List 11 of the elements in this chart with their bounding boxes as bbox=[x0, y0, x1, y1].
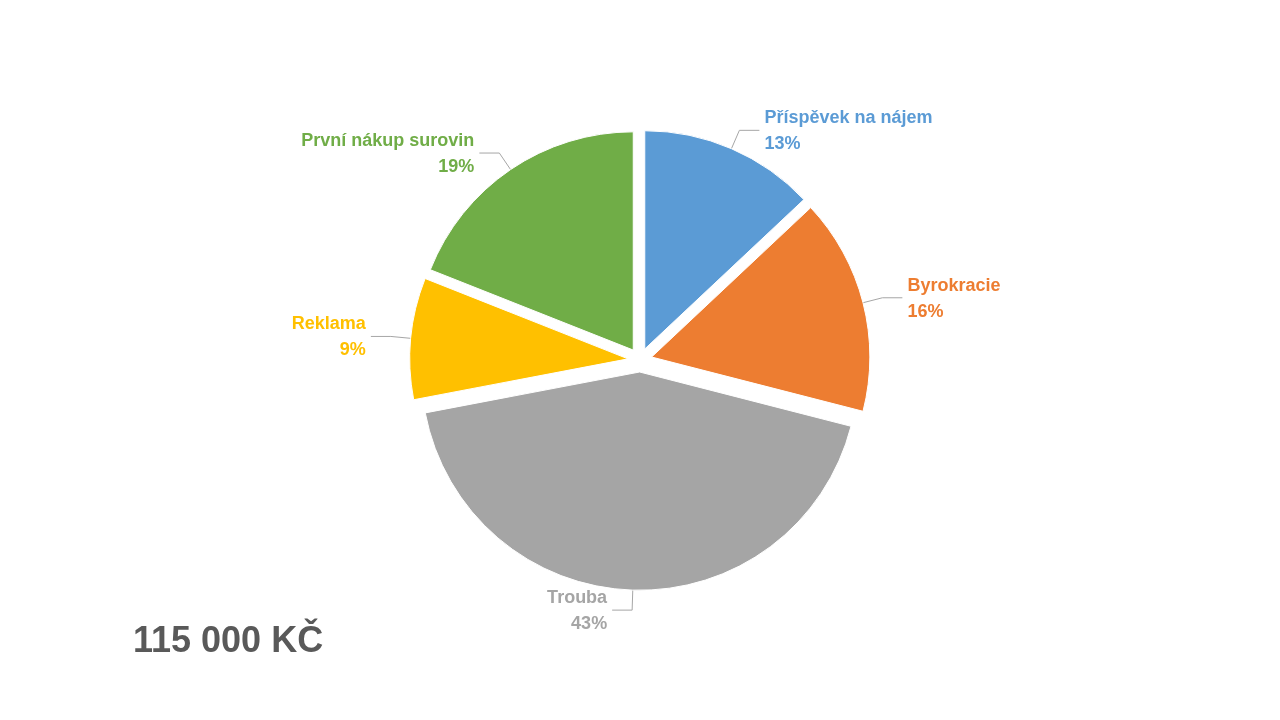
text: 115 000 KČ bbox=[133, 617, 324, 660]
data-label: 16% bbox=[907, 300, 944, 321]
slice-label: Příspěvek na nájem bbox=[764, 107, 933, 128]
slice-label: Reklama bbox=[291, 313, 367, 334]
data-label: 19% bbox=[438, 156, 475, 177]
slice-label: První nákup surovin bbox=[301, 130, 475, 151]
slice-label: Byrokracie bbox=[907, 274, 1001, 295]
slice-label: Trouba bbox=[547, 587, 609, 608]
data-label: 43% bbox=[571, 613, 608, 634]
data-label: 9% bbox=[339, 339, 366, 360]
data-label: 13% bbox=[764, 133, 801, 154]
